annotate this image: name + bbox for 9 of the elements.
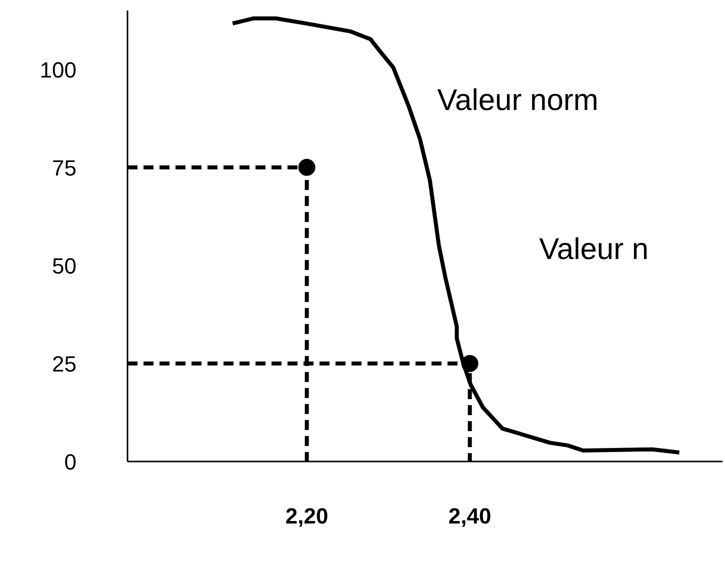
y-tick-label: 25 (52, 351, 77, 376)
x-tick-label: 2,40 (448, 504, 492, 528)
annotation: Valeur norm (437, 84, 598, 118)
y-tick-label: 75 (52, 155, 77, 180)
y-tick-label: 0 (64, 450, 77, 474)
y-tick-label: 50 (52, 253, 77, 278)
annotation: Valeur n (539, 233, 649, 266)
x-tick-label: 2,20 (285, 504, 328, 528)
y-tick-label: 100 (40, 57, 77, 82)
